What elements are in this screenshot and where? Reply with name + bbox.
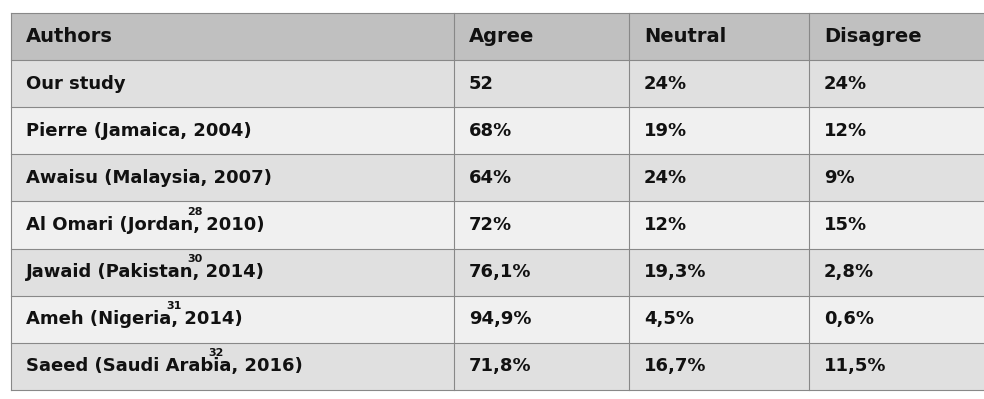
Bar: [454, 60, 630, 107]
Text: 24%: 24%: [824, 75, 867, 93]
Text: Awaisu (Malaysia, 2007): Awaisu (Malaysia, 2007): [26, 169, 272, 187]
Bar: [454, 249, 630, 296]
Text: 30: 30: [187, 254, 202, 264]
Text: 31: 31: [166, 301, 181, 311]
Bar: [630, 296, 810, 343]
Bar: [630, 201, 810, 249]
Bar: [11, 60, 454, 107]
Bar: [810, 343, 984, 390]
Bar: [454, 13, 630, 60]
Text: 24%: 24%: [644, 169, 687, 187]
Text: 4,5%: 4,5%: [644, 310, 694, 328]
Text: 2,8%: 2,8%: [824, 263, 874, 281]
Text: 19%: 19%: [644, 122, 687, 140]
Bar: [11, 154, 454, 201]
Text: Neutral: Neutral: [644, 27, 726, 46]
Bar: [11, 343, 454, 390]
Bar: [630, 249, 810, 296]
Bar: [454, 343, 630, 390]
Bar: [810, 13, 984, 60]
Bar: [630, 13, 810, 60]
Text: 9%: 9%: [824, 169, 855, 187]
Text: 15%: 15%: [824, 216, 867, 234]
Text: 94,9%: 94,9%: [468, 310, 531, 328]
Bar: [810, 201, 984, 249]
Text: Saeed (Saudi Arabia, 2016): Saeed (Saudi Arabia, 2016): [26, 357, 302, 375]
Text: 24%: 24%: [644, 75, 687, 93]
Text: 12%: 12%: [824, 122, 867, 140]
Text: Ameh (Nigeria, 2014): Ameh (Nigeria, 2014): [26, 310, 242, 328]
Text: 12%: 12%: [644, 216, 687, 234]
Bar: [454, 296, 630, 343]
Text: Al Omari (Jordan, 2010): Al Omari (Jordan, 2010): [26, 216, 265, 234]
Text: 19,3%: 19,3%: [644, 263, 707, 281]
Text: 0,6%: 0,6%: [824, 310, 874, 328]
Bar: [11, 296, 454, 343]
Bar: [630, 343, 810, 390]
Bar: [454, 201, 630, 249]
Bar: [11, 107, 454, 154]
Bar: [810, 249, 984, 296]
Text: 64%: 64%: [468, 169, 512, 187]
Bar: [810, 296, 984, 343]
Text: 16,7%: 16,7%: [644, 357, 707, 375]
Text: 76,1%: 76,1%: [468, 263, 531, 281]
Bar: [11, 201, 454, 249]
Bar: [630, 107, 810, 154]
Bar: [810, 154, 984, 201]
Text: Jawaid (Pakistan, 2014): Jawaid (Pakistan, 2014): [26, 263, 265, 281]
Text: Authors: Authors: [26, 27, 112, 46]
Text: 68%: 68%: [468, 122, 512, 140]
Text: Pierre (Jamaica, 2004): Pierre (Jamaica, 2004): [26, 122, 251, 140]
Text: 28: 28: [187, 207, 203, 217]
Text: 71,8%: 71,8%: [468, 357, 531, 375]
Text: Agree: Agree: [468, 27, 534, 46]
Bar: [630, 154, 810, 201]
Bar: [11, 13, 454, 60]
Text: 72%: 72%: [468, 216, 512, 234]
Text: 11,5%: 11,5%: [824, 357, 887, 375]
Bar: [454, 154, 630, 201]
Bar: [630, 60, 810, 107]
Text: 32: 32: [208, 348, 223, 358]
Bar: [11, 249, 454, 296]
Text: 52: 52: [468, 75, 494, 93]
Text: Our study: Our study: [26, 75, 125, 93]
Text: Disagree: Disagree: [824, 27, 922, 46]
Bar: [454, 107, 630, 154]
Bar: [810, 60, 984, 107]
Bar: [810, 107, 984, 154]
